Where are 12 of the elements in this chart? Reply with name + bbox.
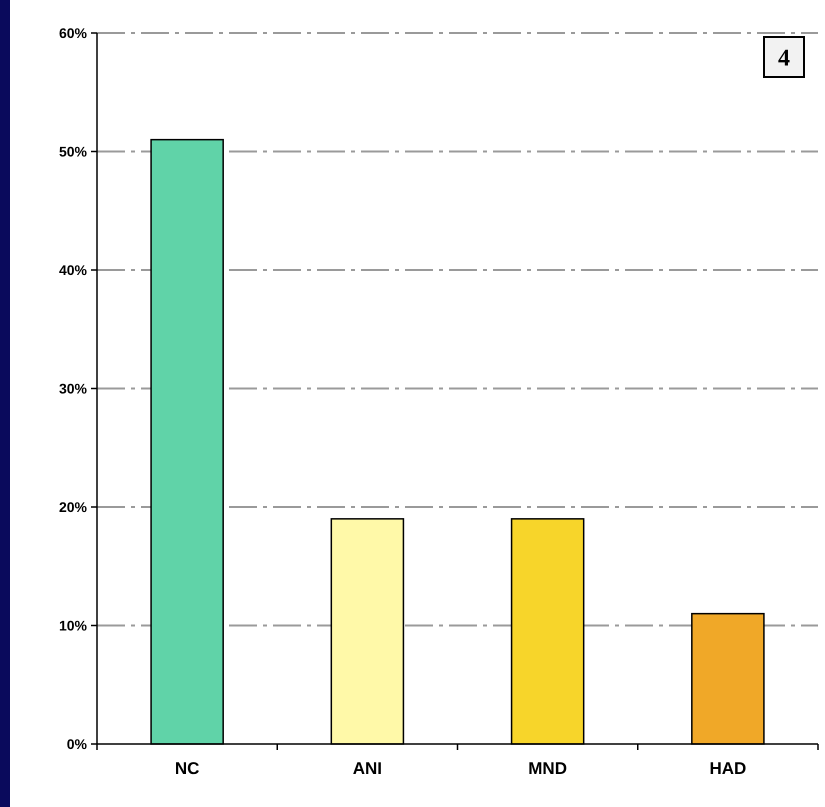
x-tick-label: MND xyxy=(528,759,567,778)
y-tick-label: 0% xyxy=(66,736,88,752)
y-tick-label: 40% xyxy=(58,262,88,278)
x-tick-label: NC xyxy=(174,759,200,778)
y-tick-label: 10% xyxy=(58,617,88,634)
x-tick-label: ANI xyxy=(352,759,382,778)
annotation: 4 xyxy=(778,45,790,72)
x-tick-label: HAD xyxy=(709,759,746,778)
y-tick-label: 60% xyxy=(58,24,88,41)
y-tick-label: 30% xyxy=(58,380,88,396)
y-tick-label: 50% xyxy=(58,143,88,160)
y-tick-label: 20% xyxy=(58,498,88,515)
